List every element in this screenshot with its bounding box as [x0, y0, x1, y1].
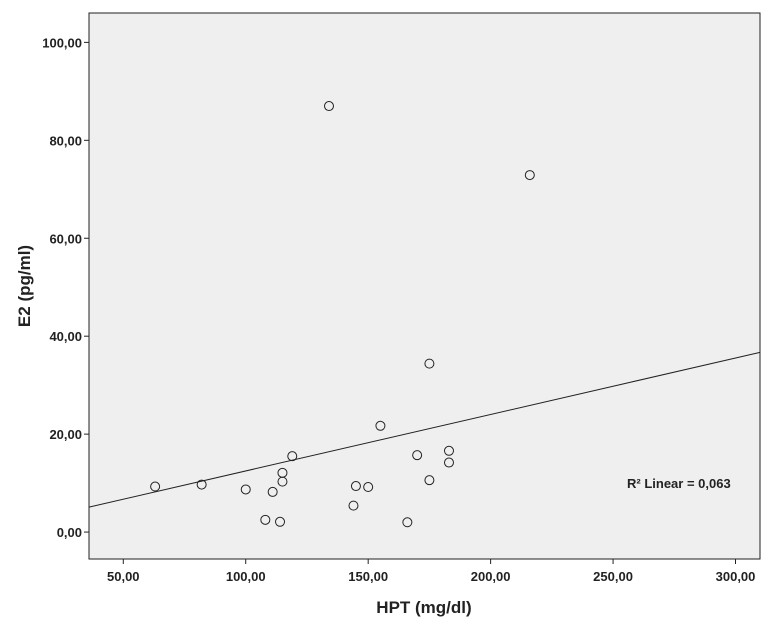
y-tick-label: 60,00	[49, 231, 82, 246]
y-axis-ticks: 0,00 20,00 40,00 60,00 80,00 100,00	[42, 35, 89, 540]
x-tick-label: 250,00	[593, 569, 633, 584]
data-point	[443, 445, 454, 456]
data-point	[424, 358, 435, 369]
data-point	[240, 484, 251, 495]
data-point	[196, 479, 207, 490]
data-point	[350, 481, 361, 492]
data-point	[424, 475, 435, 486]
data-point	[402, 517, 413, 528]
plot-area	[88, 12, 761, 560]
data-points	[150, 101, 535, 528]
data-point	[363, 482, 374, 493]
x-axis-title: HPT (mg/dl)	[376, 598, 471, 617]
y-tick-label: 100,00	[42, 35, 82, 50]
y-tick-label: 40,00	[49, 329, 82, 344]
data-point	[348, 500, 359, 511]
y-tick-label: 0,00	[57, 525, 82, 540]
x-tick-label: 50,00	[107, 569, 140, 584]
data-point	[375, 420, 386, 431]
linear-fit-line	[88, 351, 761, 508]
data-point	[412, 450, 423, 461]
data-point	[267, 486, 278, 497]
data-point	[443, 457, 454, 468]
x-axis-ticks: 50,00 100,00 150,00 200,00 250,00 300,00	[107, 559, 755, 584]
data-point	[287, 451, 298, 462]
x-tick-label: 100,00	[226, 569, 266, 584]
data-point	[524, 170, 535, 181]
r-squared-annotation: R² Linear = 0,063	[627, 476, 731, 491]
data-point	[323, 101, 334, 112]
data-point	[150, 481, 161, 492]
data-point	[275, 516, 286, 527]
y-tick-label: 20,00	[49, 427, 82, 442]
x-tick-label: 200,00	[471, 569, 511, 584]
y-axis-title: E2 (pg/ml)	[15, 245, 34, 327]
x-tick-label: 150,00	[348, 569, 388, 584]
data-point	[260, 514, 271, 525]
data-point	[277, 467, 288, 478]
y-tick-label: 80,00	[49, 133, 82, 148]
x-tick-label: 300,00	[716, 569, 756, 584]
